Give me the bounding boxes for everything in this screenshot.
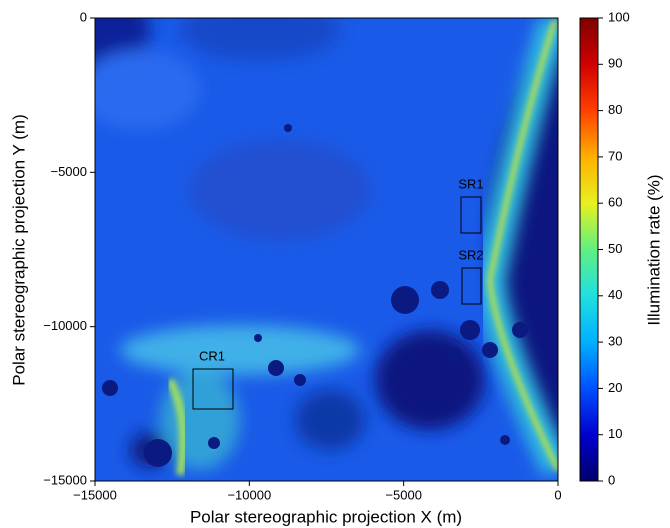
x-tick-label: 0 [554,487,561,502]
y-tick-label: 0 [80,9,87,24]
colorbar-tick-label: 80 [608,102,622,117]
colorbar-tick-label: 70 [608,148,622,163]
annotation-box [461,267,482,305]
x-axis-label: Polar stereographic projection X (m) [190,507,462,526]
colorbar [579,17,599,482]
y-tick-label: −15000 [43,472,87,487]
colorbar-label: Illumination rate (%) [644,174,663,325]
annotation: CR1 [199,348,225,363]
colorbar-tick-label: 50 [608,241,622,256]
colorbar-tick-label: 90 [608,56,622,71]
colorbar-tick-label: 40 [608,287,622,302]
map-image [95,18,558,481]
colorbar-tick-label: 20 [608,380,622,395]
plot-frame [94,17,559,482]
colorbar-tick-label: 60 [608,195,622,210]
colorbar-tick-label: 30 [608,334,622,349]
x-tick-label: −5000 [385,487,422,502]
colorbar-tick-label: 0 [608,472,615,487]
colorbar-tick-label: 100 [608,9,630,24]
colorbar-tick-label: 10 [608,426,622,441]
annotation-box [192,368,234,410]
y-axis-label: Polar stereographic projection Y (m) [9,114,28,386]
y-tick-label: −10000 [43,318,87,333]
x-tick-label: −10000 [227,487,271,502]
x-tick-label: −15000 [73,487,117,502]
annotation-box [460,196,482,234]
annotation: SR2 [458,247,483,262]
y-tick-label: −5000 [50,164,87,179]
annotation: SR1 [458,176,483,191]
